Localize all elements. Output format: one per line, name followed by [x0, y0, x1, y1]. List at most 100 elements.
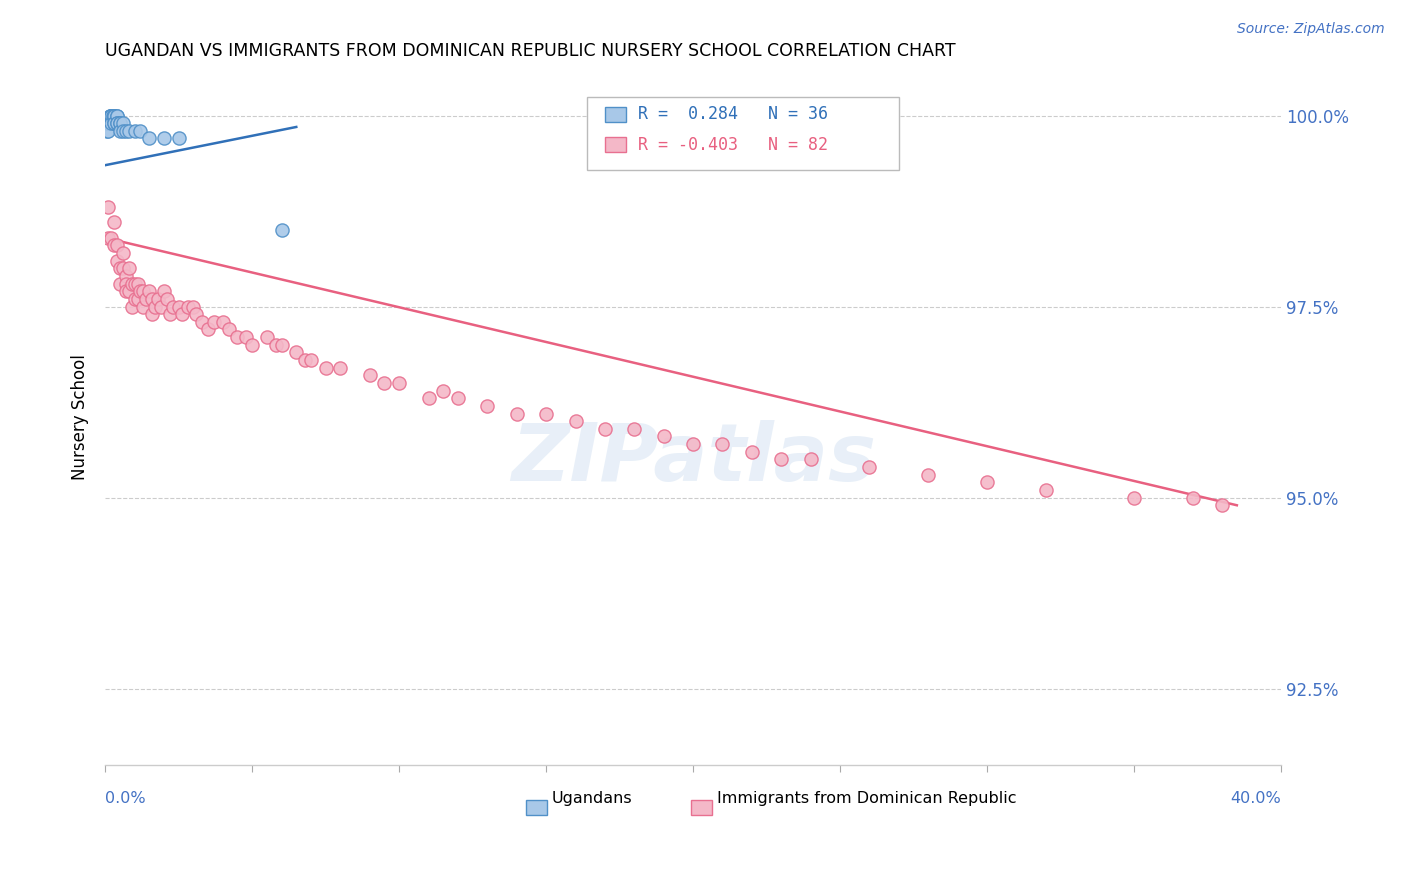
Bar	[605, 137, 626, 153]
Point	[159, 307, 181, 321]
Point	[105, 116, 128, 130]
Point	[103, 215, 125, 229]
Point	[103, 108, 125, 122]
Point	[108, 124, 131, 138]
Y-axis label: Nursery School: Nursery School	[72, 354, 89, 480]
Point	[186, 307, 208, 321]
Point	[100, 231, 122, 245]
Point	[97, 116, 120, 130]
Point	[111, 116, 134, 130]
Point	[127, 292, 149, 306]
Text: UGANDAN VS IMMIGRANTS FROM DOMINICAN REPUBLIC NURSERY SCHOOL CORRELATION CHART: UGANDAN VS IMMIGRANTS FROM DOMINICAN REP…	[105, 42, 956, 60]
Bar	[605, 107, 626, 122]
Point	[1035, 483, 1057, 497]
Point	[103, 238, 125, 252]
Point	[108, 277, 131, 291]
Point	[167, 300, 190, 314]
Point	[447, 391, 470, 405]
Point	[211, 315, 233, 329]
Point	[270, 338, 292, 352]
Text: Source: ZipAtlas.com: Source: ZipAtlas.com	[1237, 22, 1385, 37]
Text: ZIPatlas: ZIPatlas	[510, 420, 876, 498]
Point	[270, 223, 292, 237]
Point	[124, 124, 146, 138]
Text: 40.0%: 40.0%	[1230, 791, 1281, 806]
Point	[114, 277, 136, 291]
Point	[202, 315, 225, 329]
Point	[858, 460, 880, 475]
Point	[105, 108, 128, 122]
Point	[108, 116, 131, 130]
Point	[218, 322, 240, 336]
Point	[770, 452, 793, 467]
Point	[153, 285, 176, 299]
Point	[97, 200, 120, 214]
Text: R = -0.403   N = 82: R = -0.403 N = 82	[638, 136, 828, 153]
Bar	[526, 800, 547, 815]
Point	[741, 444, 763, 458]
Point	[111, 124, 134, 138]
Point	[183, 300, 205, 314]
Point	[1181, 491, 1204, 505]
Point	[623, 422, 645, 436]
Point	[315, 360, 337, 375]
Point	[100, 108, 122, 122]
Point	[96, 124, 118, 138]
Point	[153, 131, 176, 145]
Point	[124, 292, 146, 306]
Text: Immigrants from Dominican Republic: Immigrants from Dominican Republic	[717, 791, 1017, 806]
Point	[373, 376, 395, 390]
Point	[285, 345, 308, 359]
Point	[111, 261, 134, 276]
Text: Ugandans: Ugandans	[553, 791, 633, 806]
Point	[129, 285, 152, 299]
Point	[97, 231, 120, 245]
Point	[138, 131, 160, 145]
Point	[477, 399, 499, 413]
Point	[388, 376, 411, 390]
Point	[111, 246, 134, 260]
Point	[108, 261, 131, 276]
Point	[329, 360, 352, 375]
Point	[97, 124, 120, 138]
Point	[105, 253, 128, 268]
Point	[197, 322, 219, 336]
Point	[534, 407, 557, 421]
Point	[100, 108, 122, 122]
Point	[127, 277, 149, 291]
Point	[101, 108, 124, 122]
Point	[103, 108, 125, 122]
Point	[141, 292, 163, 306]
Point	[294, 353, 316, 368]
Point	[167, 131, 190, 145]
Point	[150, 300, 173, 314]
Point	[105, 108, 128, 122]
Point	[103, 108, 125, 122]
Point	[156, 292, 179, 306]
Point	[299, 353, 322, 368]
Point	[100, 116, 122, 130]
Point	[114, 268, 136, 283]
Point	[97, 116, 120, 130]
Point	[103, 116, 125, 130]
Point	[121, 277, 143, 291]
Point	[711, 437, 734, 451]
Point	[103, 116, 125, 130]
Point	[114, 285, 136, 299]
Point	[264, 338, 287, 352]
Point	[105, 238, 128, 252]
Point	[108, 116, 131, 130]
Point	[432, 384, 454, 398]
Point	[176, 300, 198, 314]
Point	[98, 108, 121, 122]
Point	[226, 330, 249, 344]
Point	[1211, 498, 1233, 512]
Point	[240, 338, 263, 352]
Point	[564, 414, 586, 428]
Point	[506, 407, 529, 421]
Point	[143, 300, 166, 314]
Point	[135, 292, 157, 306]
Point	[652, 429, 675, 443]
Point	[256, 330, 278, 344]
Point	[121, 300, 143, 314]
